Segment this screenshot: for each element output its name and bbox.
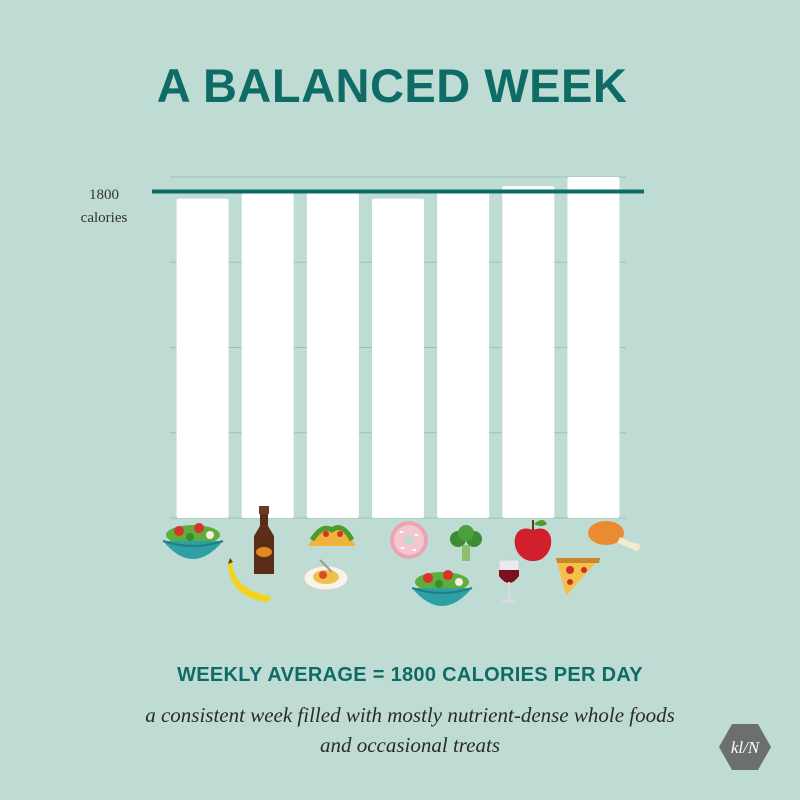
calorie-bar [306, 191, 359, 519]
calorie-bar [241, 193, 294, 518]
spaghetti-plate-icon [303, 559, 349, 591]
calorie-bar [437, 191, 490, 519]
pizza-slice-icon [556, 558, 600, 596]
calorie-bar [176, 198, 229, 518]
caption-text: a consistent week filled with mostly nut… [145, 703, 675, 757]
calorie-bar [567, 177, 620, 518]
apple-icon [514, 520, 552, 561]
beer-bottle-icon [254, 506, 274, 574]
taco-icon [308, 525, 356, 546]
salad-bowl-icon [411, 570, 473, 606]
chicken-drumstick-icon [588, 521, 640, 551]
target-label-unit: calories [81, 210, 128, 226]
weekly-average-summary: WEEKLY AVERAGE = 1800 CALORIES PER DAY [177, 664, 643, 686]
target-label-value: 1800 [89, 187, 119, 203]
calorie-bar [502, 186, 555, 518]
brand-logo-text: kl/N [731, 738, 761, 757]
banana-icon [228, 558, 271, 602]
chart-bars [176, 177, 620, 519]
donut-icon [390, 521, 428, 559]
calorie-bar [372, 198, 424, 518]
broccoli-icon [450, 525, 482, 561]
page-title: A BALANCED WEEK [156, 59, 628, 112]
red-wine-glass-icon [498, 559, 520, 603]
food-icons [162, 506, 640, 606]
salad-bowl-icon [162, 523, 224, 559]
brand-logo: kl/N [719, 724, 771, 770]
